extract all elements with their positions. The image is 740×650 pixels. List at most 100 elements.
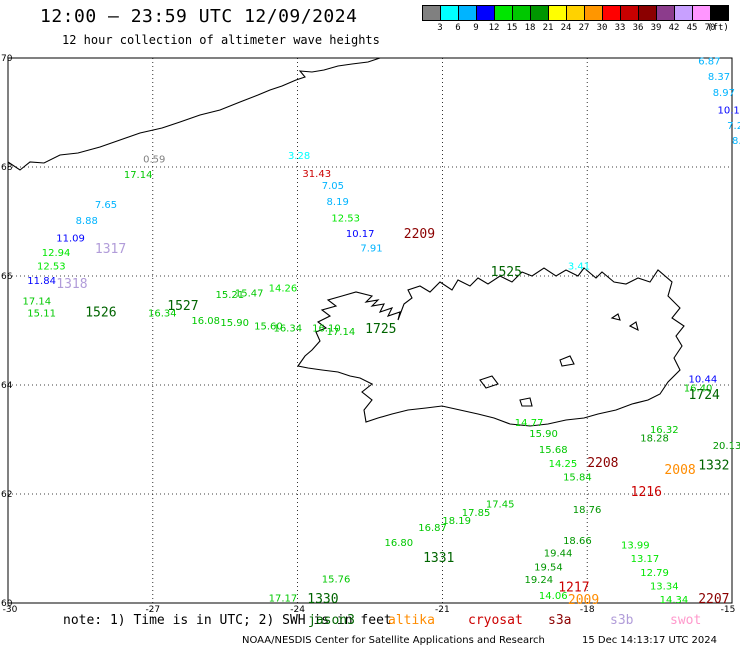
wave-height-value: 17.14 [124, 170, 153, 181]
satellite-pass-label: 1317 [95, 242, 126, 257]
wave-height-value: 8.37 [708, 72, 730, 83]
wave-height-value: 16.40 [684, 384, 713, 395]
legend-tick-label: 9 [473, 23, 479, 33]
wave-height-value: 16.80 [384, 538, 413, 549]
wave-height-value: 16.10 [312, 324, 341, 335]
legend-tick-label: 27 [578, 23, 590, 33]
longitude-tick-label: -18 [580, 605, 595, 615]
wave-height-value: 8.19 [327, 197, 349, 208]
satellite-pass-label: 2208 [587, 456, 618, 471]
legend-tick-label: 15 [506, 23, 518, 33]
legend-unit: (ft) [707, 23, 729, 33]
legend-color-bar [422, 5, 729, 21]
legend-tick-labels: 3 6 9 12 15 18 21 24 27 30 33 36 39 42 45 70 (ft) [422, 21, 729, 33]
footer-generated-time: 15 Dec 14:13:17 UTC 2024 [582, 635, 717, 646]
wave-height-value: 7.23 [727, 121, 740, 132]
legend-swatch [567, 6, 585, 20]
satellite-pass-label: 1217 [558, 581, 589, 596]
wave-height-value: 8.88 [76, 216, 98, 227]
wave-height-value: 31.43 [302, 169, 331, 180]
wave-height-value: 15.60 [254, 321, 283, 332]
legend-swatch [495, 6, 513, 20]
legend-swatch [621, 6, 639, 20]
legend-tick-label: 42 [668, 23, 680, 33]
wave-height-value: 6.87 [698, 57, 720, 68]
legend-tick-label: 33 [614, 23, 626, 33]
wave-height-value: 13.99 [621, 541, 650, 552]
wave-height-value: 15.21 [216, 290, 245, 301]
legend-swatch [675, 6, 693, 20]
satellite-legend-swot: swot [670, 613, 702, 628]
wave-height-value: 16.32 [650, 425, 679, 436]
satellite-legend-s3a: s3a [548, 613, 572, 628]
longitude-tick-label: -24 [290, 605, 305, 615]
legend-tick-label: 12 [488, 23, 500, 33]
latitude-tick-label: 62 [1, 490, 12, 500]
latitude-tick-label: 60 [1, 599, 13, 609]
wave-height-value: 14.06 [539, 591, 568, 602]
latitude-tick-label: 64 [1, 381, 13, 391]
satellite-pass-label: 1527 [167, 299, 198, 314]
wave-height-value: 7.05 [322, 181, 344, 192]
wave-height-value: 15.68 [539, 445, 568, 456]
legend-swatch [603, 6, 621, 20]
satellite-legend-cryosat: cryosat [468, 613, 523, 628]
wave-height-observations: 6.87 8.37 8.97 10.13 7.23 8.31 0.59 17.14 3.28 31… [22, 57, 740, 606]
wave-height-value: 15.84 [563, 472, 592, 483]
satellite-pass-label: 1318 [56, 277, 87, 292]
iceland-lakes [479, 313, 639, 407]
wave-height-value: 11.09 [56, 234, 85, 245]
legend-tick-label: 45 [686, 23, 698, 33]
longitude-tick-label: -27 [145, 605, 160, 615]
satellite-pass-label: 2008 [664, 463, 695, 478]
legend-swatch [441, 6, 459, 20]
legend-tick-label: 6 [455, 23, 461, 33]
satellite-pass-label: 1332 [698, 458, 729, 473]
wave-height-value: 10.13 [718, 106, 740, 117]
satellite-pass-label: 1525 [491, 265, 522, 280]
legend-swatch [711, 6, 728, 20]
wave-height-value: 16.87 [418, 523, 447, 534]
wave-height-value: 14.77 [515, 418, 544, 429]
longitude-tick-label: -21 [435, 605, 450, 615]
wave-height-value: 17.14 [22, 296, 51, 307]
satellite-pass-label: 2209 [404, 227, 435, 242]
wave-height-value: 13.34 [650, 581, 679, 592]
legend-tick-label: 21 [542, 23, 554, 33]
latitude-tick-label: 68 [1, 163, 13, 173]
satellite-pass-label: 1331 [423, 551, 454, 566]
footer-credit: NOAA/NESDIS Center for Satellite Applica… [242, 635, 545, 646]
map-grid: 70 68 66 64 62 60-30 -27 -24 -21 -18 -15 [1, 54, 735, 615]
satellite-pass-label: 1330 [307, 592, 338, 607]
wave-height-value: 17.14 [327, 327, 356, 338]
wave-height-value: 15.76 [322, 574, 351, 585]
wave-height-value: 18.66 [563, 536, 592, 547]
wave-height-value: 16.34 [273, 324, 302, 335]
legend-tick-label: 18 [524, 23, 536, 33]
legend-swatch [513, 6, 531, 20]
satellite-pass-label: 1216 [631, 485, 662, 500]
legend-swatch [549, 6, 567, 20]
map-title: 12:00 — 23:59 UTC 12/09/2024 [40, 6, 358, 27]
wave-height-value: 12.94 [42, 248, 71, 259]
satellite-pass-label: 1725 [365, 322, 396, 337]
wave-height-value: 19.54 [534, 562, 563, 573]
wave-height-value: 13.17 [631, 554, 660, 565]
legend-tick-label: 24 [560, 23, 572, 33]
map-subtitle: 12 hour collection of altimeter wave hei… [62, 33, 380, 47]
wave-height-value: 3.41 [568, 261, 590, 272]
wave-height-value: 7.91 [360, 243, 382, 254]
satellite-pass-label: 2207 [698, 592, 729, 607]
wave-height-value: 14.34 [660, 595, 689, 606]
wave-height-value: 10.44 [689, 374, 718, 385]
longitude-tick-label: -15 [721, 605, 736, 615]
satellite-legend-jason3: jason3 [308, 613, 355, 628]
wave-height-value: 18.28 [640, 434, 669, 445]
wave-height-value: 15.47 [235, 289, 264, 300]
satellite-pass-label: 2009 [568, 593, 599, 608]
latitude-tick-label: 66 [1, 272, 13, 282]
wave-height-value: 17.45 [486, 500, 515, 511]
satellite-legend-s3b: s3b [610, 613, 634, 628]
legend-swatch [657, 6, 675, 20]
wave-height-value: 17.85 [462, 508, 491, 519]
